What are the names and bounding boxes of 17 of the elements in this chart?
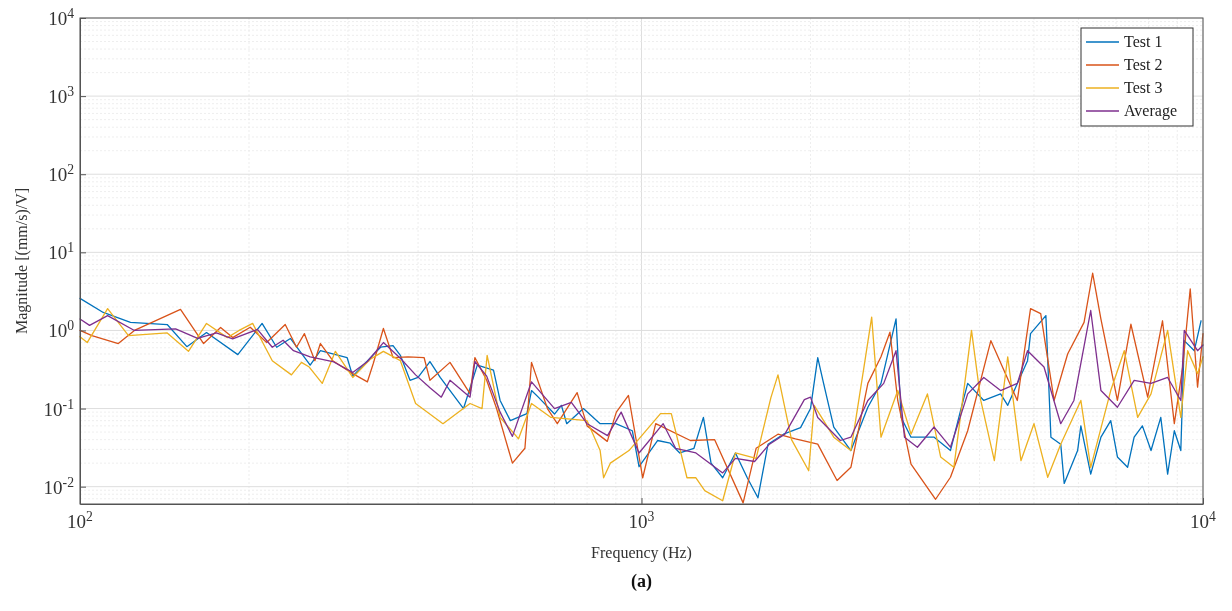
y-tick-label: 10$^{4}$ bbox=[48, 5, 75, 29]
y-tick-label: 10$^{2}$ bbox=[48, 161, 75, 186]
y-tick-label: 10$^{3}$ bbox=[48, 83, 75, 108]
x-tick-label: 10$^{2}$ bbox=[67, 508, 94, 532]
y-tick-label: 10$^{1}$ bbox=[48, 239, 75, 264]
legend-label: Test 2 bbox=[1124, 56, 1163, 73]
legend-label: Average bbox=[1124, 102, 1177, 120]
y-tick-label: 10$^{-1}$ bbox=[43, 396, 75, 420]
x-axis-title: Frequency (Hz) bbox=[591, 544, 692, 562]
y-tick-label: 10$^{-2}$ bbox=[43, 474, 75, 498]
x-tick-label: 10$^{4}$ bbox=[1190, 508, 1217, 532]
x-tick-label: 10$^{3}$ bbox=[628, 508, 655, 532]
legend-label: Test 3 bbox=[1124, 79, 1163, 96]
y-axis-title: Magnitude [(mm/s)/V] bbox=[13, 187, 31, 335]
y-tick-label: 10$^{0}$ bbox=[48, 317, 75, 342]
text: (a) bbox=[631, 571, 652, 592]
legend-label: Test 1 bbox=[1124, 33, 1163, 50]
